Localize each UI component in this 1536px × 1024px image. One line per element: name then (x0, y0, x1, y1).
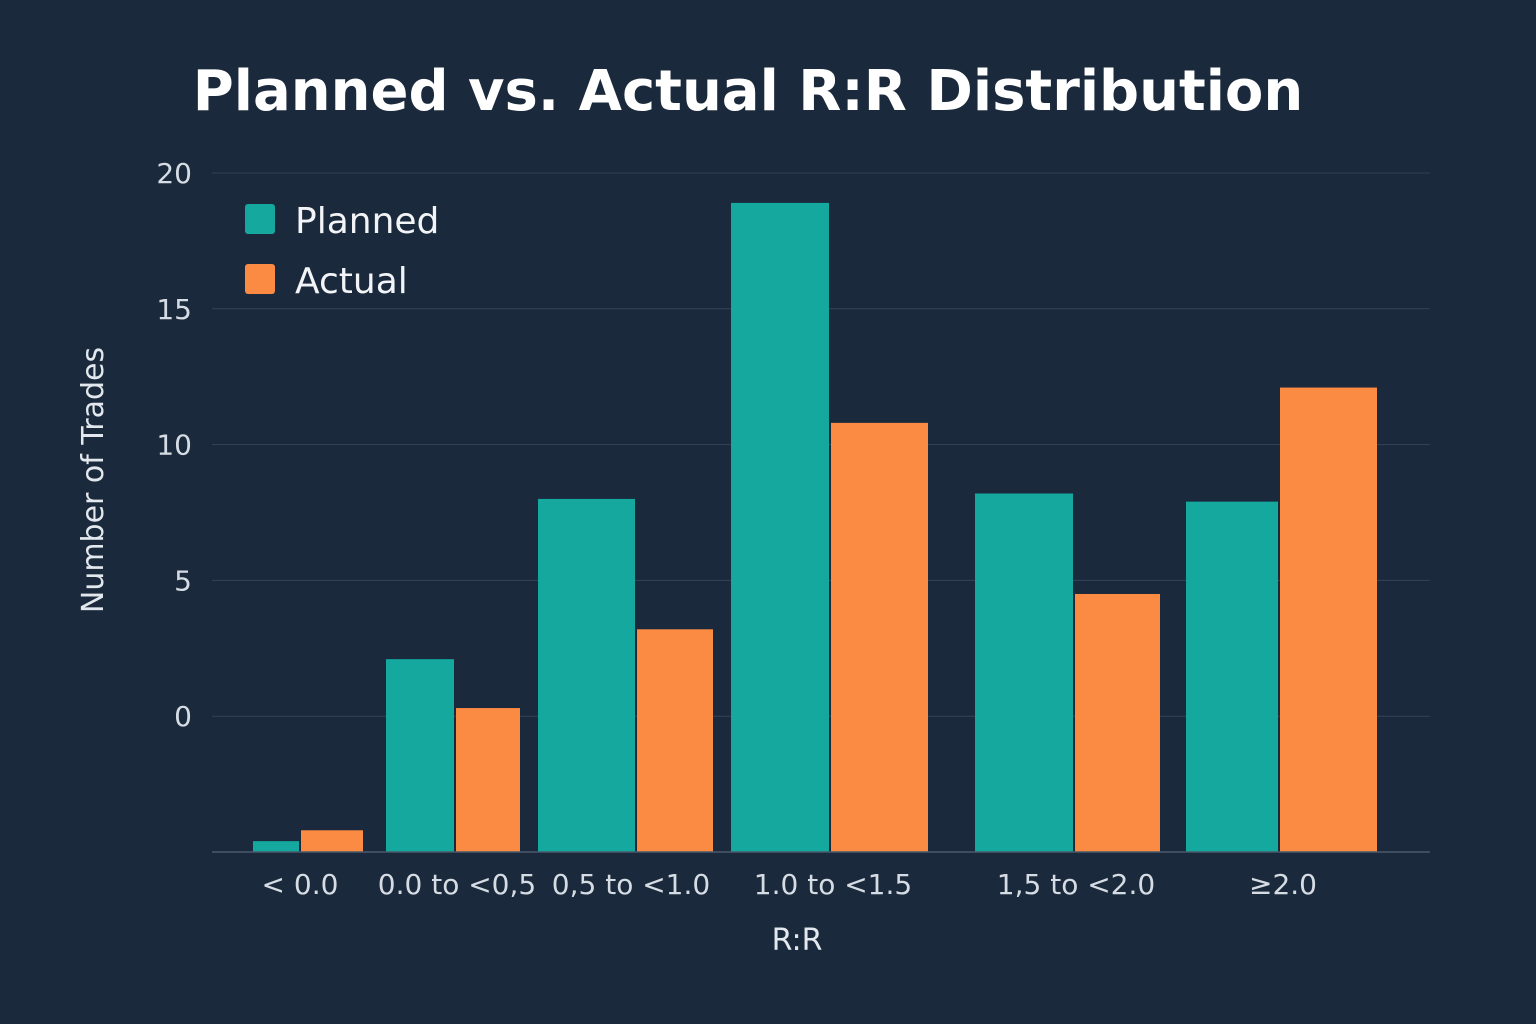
y-tick-label: 20 (156, 157, 192, 190)
x-axis-label: R:R (772, 923, 823, 958)
bar-planned (253, 841, 299, 852)
x-tick-label: 1.0 to <1.5 (754, 868, 912, 901)
legend-label-planned: Planned (295, 201, 439, 242)
legend-label-actual: Actual (295, 261, 408, 302)
bars (253, 202, 1377, 853)
x-tick-label: ≥2.0 (1249, 868, 1317, 901)
legend-swatch-planned (245, 204, 275, 234)
bar-actual (831, 422, 928, 852)
x-tick-label: < 0.0 (262, 868, 339, 901)
x-tick-label: 1,5 to <2.0 (997, 868, 1155, 901)
bar-planned (975, 493, 1073, 852)
x-tick-label: 0.0 to <0,5 (378, 868, 536, 901)
bar-actual (637, 629, 713, 852)
y-tick-label: 0 (174, 700, 192, 733)
y-axis-label: Number of Trades (76, 347, 111, 613)
bar-actual (1280, 387, 1377, 852)
legend: Planned Actual (245, 201, 439, 302)
y-tick-label: 10 (156, 429, 192, 462)
x-ticks: < 0.0 0.0 to <0,5 0,5 to <1.0 1.0 to <1.5 1,… (262, 868, 1317, 901)
chart-title: Planned vs. Actual R:R Distribution (193, 59, 1304, 124)
bar-planned (731, 202, 829, 853)
bar-planned (538, 498, 635, 852)
y-tick-label: 15 (156, 293, 192, 326)
bar-actual (456, 708, 520, 852)
legend-swatch-actual (245, 264, 275, 294)
bar-planned (386, 659, 454, 852)
bar-planned (1186, 501, 1278, 852)
bar-actual (1075, 593, 1160, 852)
y-tick-label: 5 (174, 564, 192, 597)
y-ticks: 0 5 10 15 20 (156, 157, 192, 733)
x-tick-label: 0,5 to <1.0 (552, 868, 710, 901)
bar-actual (301, 830, 363, 852)
